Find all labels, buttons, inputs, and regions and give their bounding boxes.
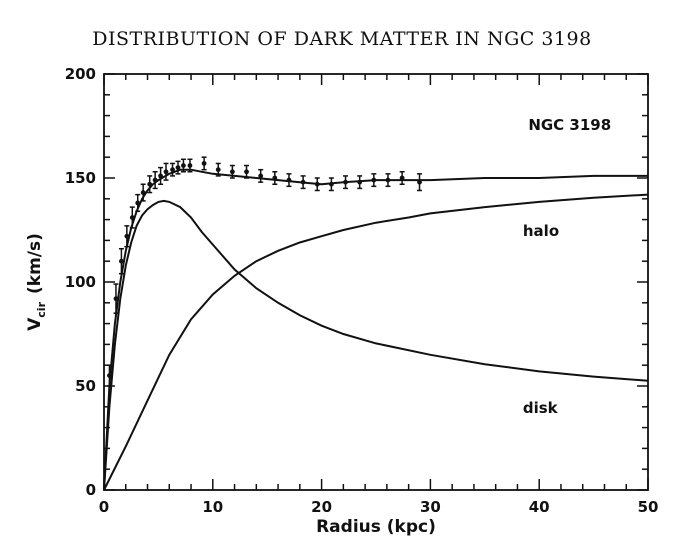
x-tick-label: 0	[99, 498, 109, 516]
point-marker	[113, 296, 119, 302]
data-point	[385, 173, 391, 188]
point-marker	[135, 200, 141, 206]
data-point	[272, 171, 278, 185]
axis-ticks	[103, 73, 649, 491]
point-marker	[385, 177, 391, 183]
x-tick-label: 40	[529, 498, 550, 516]
y-tick-label: 150	[65, 169, 96, 187]
x-axis-label: Radius (kpc)	[316, 517, 436, 537]
point-marker	[300, 179, 306, 185]
data-point	[300, 175, 306, 190]
point-marker	[286, 177, 292, 183]
data-point	[163, 162, 169, 181]
y-tick-label: 0	[86, 481, 96, 499]
data-point	[343, 175, 349, 190]
data-point	[229, 164, 235, 179]
y-tick-label: 50	[75, 377, 96, 395]
point-marker	[399, 175, 405, 181]
data-point	[187, 158, 193, 173]
point-marker	[272, 175, 278, 181]
data-point	[124, 225, 130, 248]
point-marker	[140, 190, 146, 195]
total-curve	[103, 168, 648, 491]
point-marker	[152, 177, 158, 183]
data-point	[357, 175, 363, 190]
data-point	[152, 171, 158, 190]
halo-curve	[103, 193, 649, 491]
point-marker	[371, 177, 377, 183]
point-marker	[181, 163, 186, 168]
x-tick-label: 30	[420, 498, 441, 516]
point-marker	[417, 179, 422, 185]
point-marker	[343, 179, 348, 185]
point-marker	[229, 169, 235, 175]
disk-curve	[103, 199, 649, 491]
x-tick-label: 20	[311, 498, 332, 516]
chart-title: DISTRIBUTION OF DARK MATTER IN NGC 3198	[92, 28, 591, 50]
point-marker	[187, 163, 193, 168]
point-marker	[328, 181, 334, 187]
data-point	[371, 173, 377, 188]
data-point	[118, 247, 124, 275]
y-axis-label-main: V	[25, 317, 45, 331]
y-axis-label-unit: (km/s)	[25, 233, 45, 294]
model-curves	[103, 168, 649, 491]
point-marker	[314, 181, 320, 187]
point-marker	[129, 215, 135, 220]
data-point	[180, 158, 186, 173]
plot-frame	[103, 73, 649, 491]
y-axis-label: Vcir (km/s)	[25, 233, 48, 331]
data-point	[215, 162, 221, 177]
point-marker	[258, 173, 264, 179]
point-marker	[357, 179, 363, 185]
point-marker	[215, 167, 221, 173]
data-point	[417, 173, 423, 192]
point-marker	[124, 233, 130, 239]
data-point	[113, 283, 119, 314]
disk-annotation: disk	[523, 399, 559, 417]
y-axis-label-sub: cir	[35, 301, 48, 317]
x-tick-label: 10	[202, 498, 223, 516]
axis-tick-labels: 0 10 20 30 40 50 0 50 100 150 200	[65, 65, 659, 516]
y-tick-label: 200	[65, 65, 96, 83]
x-tick-label: 50	[638, 498, 659, 516]
halo-annotation: halo	[523, 222, 559, 240]
point-marker	[147, 181, 153, 187]
data-point	[175, 160, 181, 175]
point-marker	[170, 167, 175, 173]
point-marker	[163, 169, 169, 175]
data-point	[201, 156, 207, 171]
data-point	[399, 171, 405, 185]
point-marker	[158, 173, 163, 179]
data-point	[286, 173, 292, 188]
y-tick-label: 100	[65, 273, 96, 291]
point-marker	[175, 165, 181, 171]
point-marker	[119, 258, 124, 264]
data-point	[170, 162, 176, 177]
data-point	[129, 206, 135, 229]
data-point	[328, 177, 334, 192]
point-marker	[201, 161, 207, 166]
data-point	[158, 166, 164, 185]
data-point	[135, 193, 141, 213]
point-marker	[107, 373, 112, 378]
data-point	[140, 183, 146, 202]
data-point	[314, 177, 320, 192]
svg-text:Vcir(km/s): Vcir (km/s)	[25, 233, 48, 331]
data-point	[147, 175, 153, 194]
observed-points	[106, 156, 423, 387]
data-point	[244, 164, 250, 179]
galaxy-annotation: NGC 3198	[528, 116, 611, 134]
data-point	[106, 364, 112, 387]
point-marker	[244, 169, 249, 175]
data-point	[258, 168, 264, 183]
